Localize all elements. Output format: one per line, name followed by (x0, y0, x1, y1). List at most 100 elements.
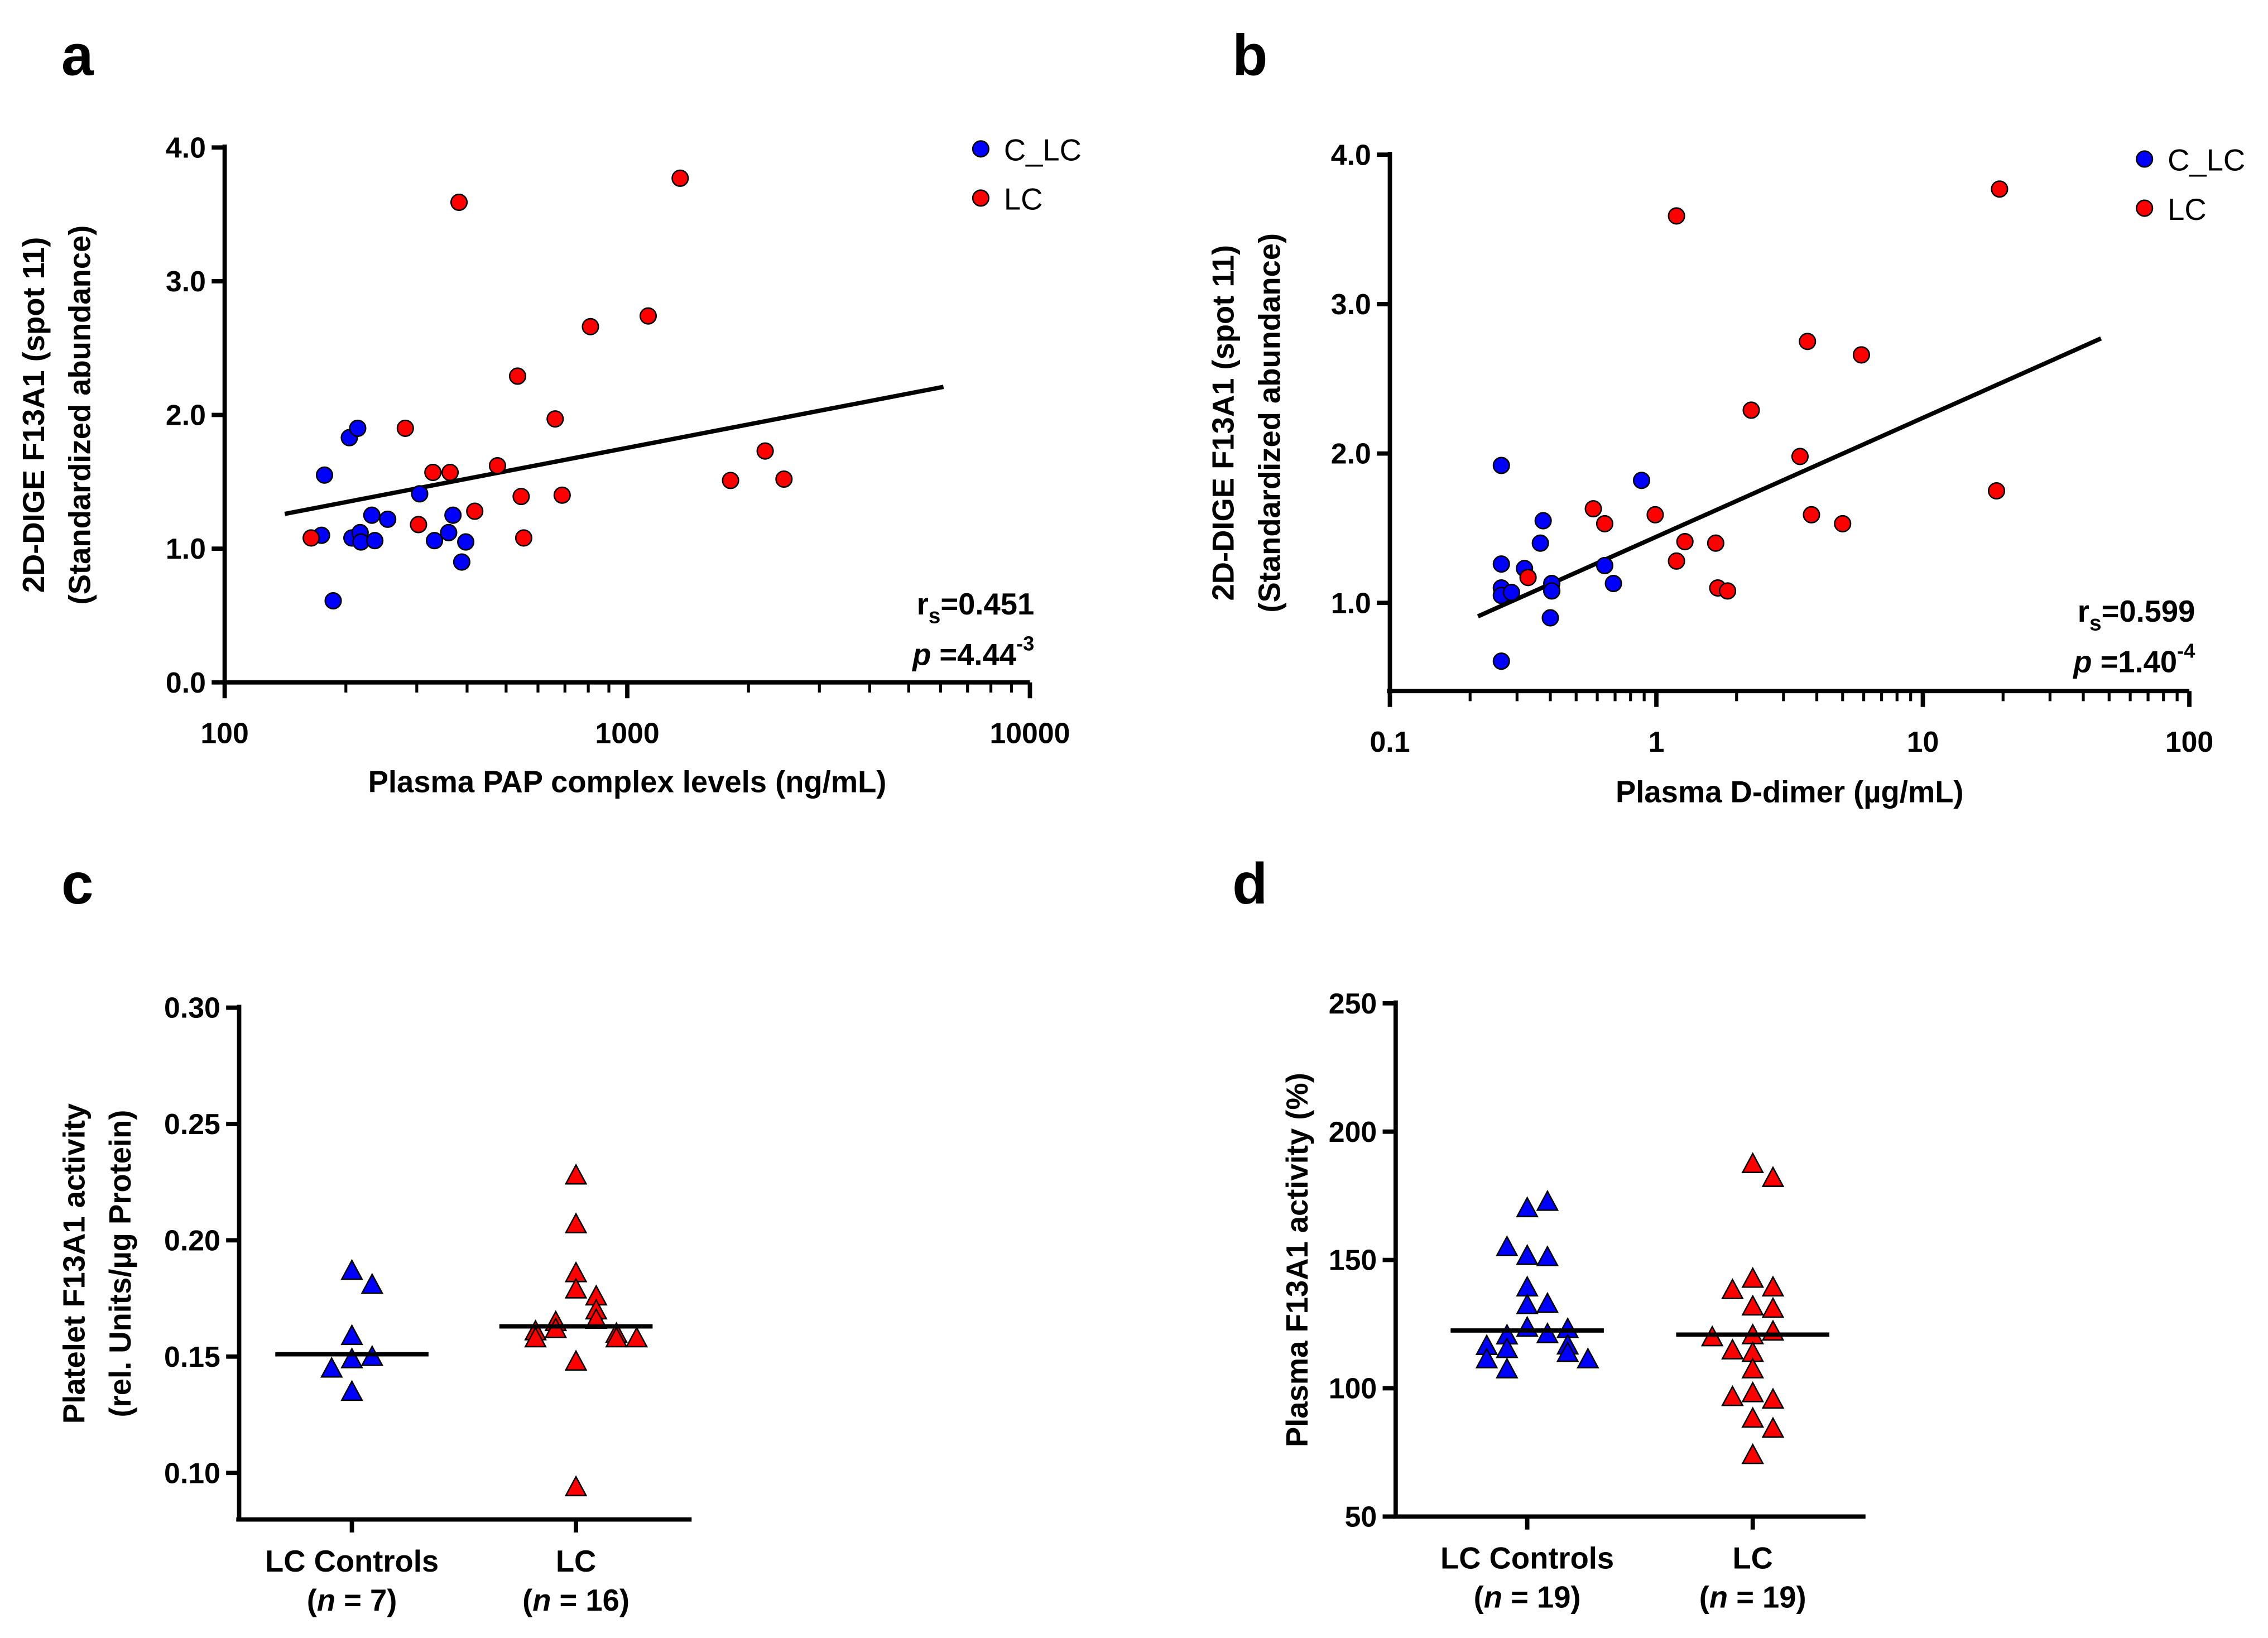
n-open: ( (307, 1583, 318, 1617)
category-n: (n = 19) (1699, 1581, 1806, 1615)
data-point-lc (1741, 1294, 1765, 1316)
y-tick-label: 1.0 (1331, 587, 1371, 619)
regression-line (284, 385, 944, 516)
r-value: =0.451 (940, 587, 1034, 621)
data-point-control (340, 1324, 363, 1346)
data-point-c-lc (363, 506, 381, 524)
y-tick-label: 150 (1329, 1244, 1377, 1276)
data-point-lc (1761, 1296, 1785, 1318)
data-point-c-lc (366, 532, 384, 550)
p-symbol: p (2072, 645, 2092, 679)
data-point-c-lc (457, 533, 475, 551)
data-point-control (1475, 1347, 1498, 1368)
data-point-control (1536, 1322, 1559, 1343)
data-point-lc (1741, 1443, 1765, 1464)
n-count: = 7) (335, 1583, 397, 1617)
x-axis-label: Plasma D-dimer (µg/mL) (1616, 775, 1964, 809)
data-point-c-lc (1502, 584, 1520, 602)
data-point-lc (1707, 534, 1724, 552)
data-point-lc (1721, 1278, 1744, 1299)
data-point-lc (508, 367, 527, 385)
x-axis-label: Plasma PAP complex levels (ng/mL) (368, 765, 887, 799)
spearman-r: rs=0.599 (2078, 594, 2195, 636)
data-point-lc (553, 486, 571, 504)
category-label: LC (556, 1544, 596, 1578)
y-tick-label: 3.0 (166, 265, 206, 297)
data-point-lc (1646, 506, 1664, 523)
data-point-control (340, 1380, 363, 1401)
p-exponent: -3 (1016, 632, 1034, 655)
y-tick-label: 1.0 (166, 532, 206, 565)
data-point-lc (302, 529, 320, 547)
p-exponent: -4 (2177, 640, 2195, 662)
legend-label: LC (2168, 193, 2207, 227)
n-count: = 19) (1728, 1581, 1806, 1615)
data-point-control (1516, 1275, 1539, 1297)
n-count: = 16) (551, 1583, 630, 1617)
data-point-lc (1741, 1381, 1765, 1402)
x-tick-label: 100 (200, 717, 248, 750)
y-axis-label: Platelet F13A1 activity (57, 1103, 91, 1424)
data-point-control (1536, 1245, 1559, 1266)
category-label: LC Controls (1440, 1541, 1614, 1575)
y-tick-label: 200 (1329, 1116, 1377, 1148)
data-point-lc (1584, 500, 1602, 518)
panel-letter: b (1232, 23, 1267, 88)
data-point-lc (1668, 207, 1685, 225)
data-point-c-lc (444, 506, 462, 524)
x-tick-label: 1 (1649, 726, 1665, 758)
r-value: =0.599 (2102, 594, 2195, 628)
data-point-c-lc (1604, 574, 1622, 593)
data-point-lc (1799, 333, 1817, 350)
n-symbol: n (317, 1583, 335, 1617)
legend-marker (2136, 150, 2154, 168)
data-point-lc (1721, 1385, 1744, 1406)
panel-d: d 50 100 150 200 250 Plasma F13A1 activity (%)… (1232, 851, 1866, 1615)
p-mantissa: =4.44 (931, 638, 1016, 672)
data-point-lc (546, 410, 564, 428)
y-tick-label: 3.0 (1331, 288, 1371, 320)
data-point-c-lc (411, 485, 429, 503)
y-axis-label: 2D-DIGE F13A1 (spot 11) (1207, 245, 1241, 601)
data-point-lc (1761, 1387, 1785, 1409)
data-point-lc (564, 1212, 588, 1234)
data-point-lc (1761, 1416, 1785, 1438)
panel-c: c 0.10 0.15 0.20 0.25 0.30 Platelet F13A1 acti… (57, 851, 692, 1617)
legend-label: C_LC (1004, 133, 1082, 167)
n-symbol: n (532, 1583, 551, 1617)
data-point-lc (488, 457, 506, 475)
n-open: ( (1474, 1581, 1484, 1615)
data-point-lc (1719, 582, 1737, 600)
data-point-lc (1834, 515, 1852, 532)
n-open: ( (522, 1583, 533, 1617)
data-point-c-lc (1632, 472, 1651, 489)
legend-marker (972, 189, 989, 207)
y-tick-label: 4.0 (1331, 138, 1371, 171)
data-point-lc (1988, 482, 2006, 500)
panel-b: b 1.0 2.0 3.0 4.0 2D-DIGE F13A1 (spot 11) (Sta… (1207, 23, 2245, 809)
data-point-lc (564, 1349, 588, 1371)
data-point-c-lc (324, 592, 342, 610)
y-tick-label: 0.30 (164, 992, 220, 1024)
data-point-lc (515, 529, 532, 547)
data-point-control (340, 1347, 363, 1368)
r-subscript: s (2089, 611, 2102, 635)
category-label: LC Controls (265, 1544, 439, 1578)
panel-letter: a (61, 23, 94, 88)
data-point-lc (1761, 1275, 1785, 1297)
r-symbol: r (917, 587, 929, 621)
category-n: (n = 16) (522, 1583, 630, 1617)
data-point-lc (1803, 506, 1820, 523)
data-point-c-lc (426, 532, 444, 550)
data-point-lc (512, 488, 530, 506)
data-point-c-lc (1534, 512, 1552, 530)
r-subscript: s (929, 604, 941, 628)
y-axis-label: Plasma F13A1 activity (%) (1280, 1073, 1314, 1447)
data-point-lc (582, 318, 599, 335)
n-symbol: n (1709, 1581, 1728, 1615)
y-tick-label: 0.0 (166, 666, 206, 699)
data-point-lc (639, 307, 657, 325)
data-point-control (1516, 1315, 1539, 1337)
data-point-lc (564, 1163, 588, 1185)
